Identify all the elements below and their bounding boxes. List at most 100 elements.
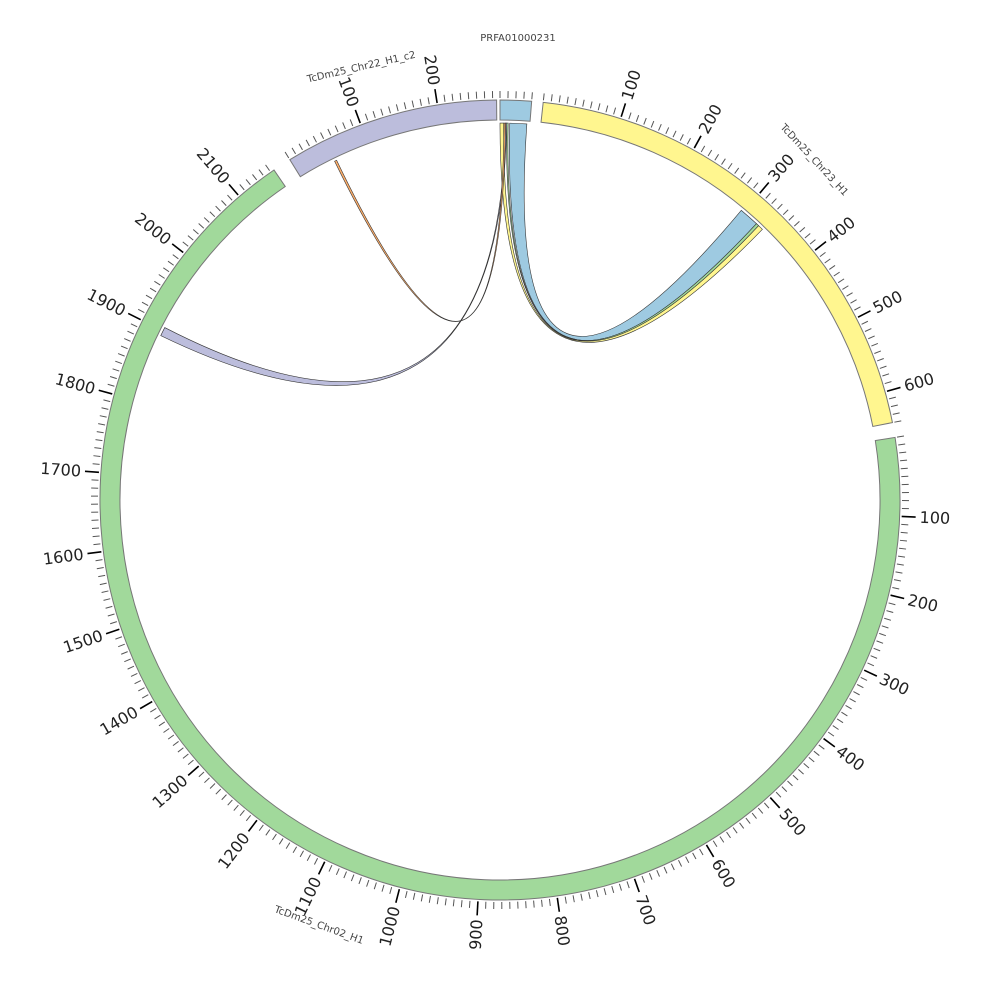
minor-tick <box>349 119 354 127</box>
minor-tick <box>284 151 290 159</box>
minor-tick <box>172 254 179 260</box>
minor-tick <box>618 883 622 891</box>
minor-tick <box>292 846 298 854</box>
major-tick <box>769 797 781 809</box>
minor-tick <box>550 94 553 102</box>
minor-tick <box>829 265 836 270</box>
minor-tick <box>187 235 194 241</box>
minor-tick <box>137 308 145 314</box>
minor-tick <box>663 866 668 874</box>
minor-tick <box>92 463 100 465</box>
minor-tick <box>117 353 125 357</box>
major-tick <box>857 310 871 318</box>
minor-tick <box>334 125 339 133</box>
minor-tick <box>420 894 424 902</box>
tick-label: 300 <box>764 150 798 186</box>
minor-tick <box>558 95 561 103</box>
minor-tick <box>187 759 194 765</box>
major-tick <box>823 737 836 748</box>
minor-tick <box>404 890 408 899</box>
major-tick <box>556 897 561 912</box>
minor-tick <box>699 848 704 856</box>
minor-tick <box>597 103 601 111</box>
minor-tick <box>854 306 861 311</box>
minor-tick <box>782 209 789 216</box>
minor-tick <box>124 658 131 663</box>
tick-label: 1900 <box>84 285 129 320</box>
major-tick <box>127 312 142 321</box>
segments-layer <box>99 99 901 901</box>
minor-tick <box>707 149 713 157</box>
minor-tick <box>221 794 227 801</box>
link-ribbon[interactable] <box>509 122 757 341</box>
minor-tick <box>93 543 101 546</box>
minor-tick <box>101 590 109 594</box>
minor-tick <box>648 873 653 880</box>
segment-tcdm25_chr02_h1[interactable] <box>99 169 901 901</box>
minor-tick <box>670 863 675 871</box>
tick-label: 1200 <box>214 829 254 873</box>
link-ribbon[interactable] <box>499 122 763 343</box>
minor-tick <box>861 320 869 325</box>
minor-tick <box>245 815 252 822</box>
minor-tick <box>884 617 892 621</box>
segment-tcdm25_chr22_h1_c2[interactable] <box>289 99 498 178</box>
minor-tick <box>298 143 303 151</box>
link-ribbon[interactable] <box>506 122 760 342</box>
minor-tick <box>121 651 128 655</box>
major-tick <box>84 470 100 474</box>
minor-tick <box>306 854 311 861</box>
tick-label: 200 <box>695 101 726 137</box>
tick-label: 1800 <box>53 369 97 398</box>
minor-tick <box>879 365 887 369</box>
minor-tick <box>613 107 617 115</box>
link-ribbon[interactable] <box>160 122 508 386</box>
minor-tick <box>753 182 759 189</box>
minor-tick <box>531 92 533 100</box>
minor-tick <box>372 111 376 119</box>
segment-label-prfa: PRFA01000231 <box>480 33 556 44</box>
segment-prfa01000231[interactable] <box>499 99 533 122</box>
minor-tick <box>853 691 860 696</box>
minor-tick <box>149 287 157 293</box>
minor-tick <box>678 859 683 867</box>
minor-tick <box>358 877 362 885</box>
minor-tick <box>896 435 905 438</box>
minor-tick <box>141 694 149 699</box>
minor-tick <box>239 810 245 817</box>
link-ribbon[interactable] <box>334 122 506 322</box>
segment-tcdm25_chr23_h1[interactable] <box>540 101 894 428</box>
minor-tick <box>460 900 463 908</box>
minor-tick <box>350 874 355 882</box>
minor-tick <box>900 531 908 534</box>
major-tick <box>705 844 715 858</box>
minor-tick <box>792 774 799 781</box>
minor-tick <box>115 636 123 640</box>
tick-label: 800 <box>551 914 574 947</box>
minor-tick <box>896 563 904 566</box>
minor-tick <box>595 890 599 898</box>
minor-tick <box>154 714 161 720</box>
minor-tick <box>734 167 740 174</box>
minor-tick <box>881 625 889 629</box>
minor-tick <box>572 895 575 903</box>
minor-tick <box>158 721 166 727</box>
tick-label: 1600 <box>42 545 85 569</box>
tick-label: 600 <box>708 856 740 892</box>
minor-tick <box>846 292 853 297</box>
minor-tick <box>643 117 647 125</box>
minor-tick <box>305 139 310 147</box>
minor-tick <box>99 582 107 586</box>
minor-tick <box>745 817 751 824</box>
minor-tick <box>832 725 839 730</box>
minor-tick <box>818 744 825 750</box>
minor-tick <box>809 239 816 245</box>
minor-tick <box>746 177 753 184</box>
minor-tick <box>105 605 113 609</box>
tick-label: 1700 <box>40 459 82 481</box>
minor-tick <box>94 447 102 450</box>
minor-tick <box>548 898 551 906</box>
minor-tick <box>115 360 123 365</box>
minor-tick <box>163 267 170 273</box>
major-tick <box>247 819 258 832</box>
